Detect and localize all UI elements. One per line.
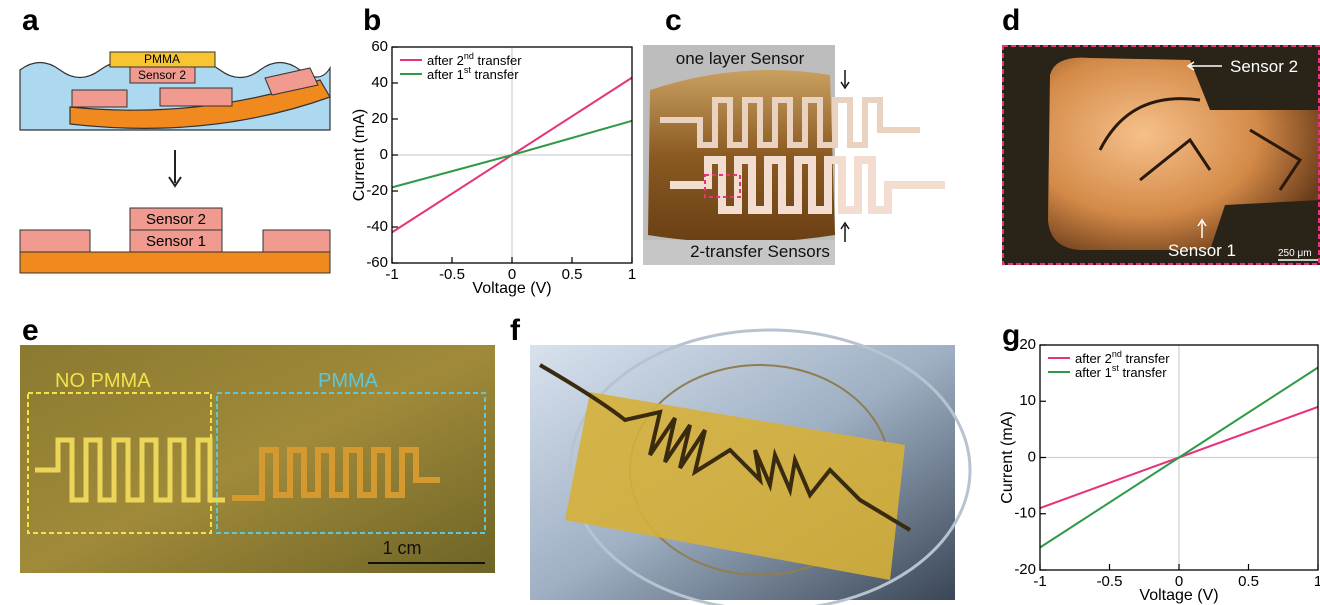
y-tick-label: -40 (366, 218, 388, 235)
panel-label: g (1002, 319, 1020, 352)
figure: PMMA Sensor 2 Sensor 2 Sensor 1 one laye… (0, 0, 1320, 605)
x-tick-label: -0.5 (1097, 573, 1123, 590)
x-axis-label: Voltage (V) (472, 280, 551, 297)
sensor-block (263, 230, 330, 252)
panel-label: a (22, 4, 39, 37)
substrate (20, 252, 330, 273)
sensor-block (72, 90, 127, 107)
sensor2-label: Sensor 2 (138, 68, 186, 82)
legend-label: after 1st transfer (1075, 363, 1167, 380)
y-tick-label: 20 (371, 110, 388, 127)
y-tick-label: -10 (1014, 505, 1036, 522)
panel-label: e (22, 314, 39, 347)
legend-label: after 1st transfer (427, 65, 519, 82)
y-tick-label: 40 (371, 74, 388, 91)
photo-f (530, 330, 970, 605)
x-tick-label: 0.5 (1238, 573, 1259, 590)
y-axis-label: Current (mA) (999, 411, 1016, 503)
x-tick-label: 0.5 (562, 266, 583, 283)
panel-label: c (665, 4, 682, 37)
photo-label: Sensor 2 (1230, 57, 1298, 76)
panel-label: d (1002, 4, 1020, 37)
x-tick-label: -1 (1033, 573, 1046, 590)
legend-label: after 2nd transfer (1075, 349, 1170, 366)
pmma-label: PMMA (144, 52, 180, 66)
y-tick-label: 60 (371, 38, 388, 55)
x-tick-label: -0.5 (439, 266, 465, 283)
photo-c: one layer Sensor 2-transfer Sensors (643, 45, 945, 265)
sensor-block (20, 230, 90, 252)
sensor-block (160, 88, 232, 106)
region-label: NO PMMA (55, 370, 151, 392)
y-tick-label: 20 (1019, 336, 1036, 353)
region-label: PMMA (318, 370, 379, 392)
y-axis-label: Current (mA) (351, 109, 368, 201)
x-tick-label: -1 (385, 266, 398, 283)
x-tick-label: 1 (1314, 573, 1320, 590)
photo-e: NO PMMA PMMA 1 cm (20, 345, 495, 573)
photo-label: 2-transfer Sensors (690, 242, 830, 261)
y-tick-label: 0 (1028, 448, 1036, 465)
x-axis-label: Voltage (V) (1139, 587, 1218, 604)
photo-label: one layer Sensor (676, 49, 805, 68)
y-tick-label: 0 (380, 146, 388, 163)
legend-label: after 2nd transfer (427, 51, 522, 68)
sensor1-label: Sensor 1 (146, 233, 206, 250)
sensor2-label: Sensor 2 (146, 211, 206, 228)
diagram-a: PMMA Sensor 2 Sensor 2 Sensor 1 (20, 52, 330, 273)
y-tick-label: -20 (366, 182, 388, 199)
panel-label: f (510, 314, 521, 347)
panel-label: b (363, 4, 381, 37)
x-tick-label: 1 (628, 266, 636, 283)
y-tick-label: 10 (1019, 392, 1036, 409)
page: PMMA Sensor 2 Sensor 2 Sensor 1 one laye… (0, 0, 1320, 605)
photo-d: Sensor 2 Sensor 1 250 μm (1002, 45, 1320, 265)
scale-label: 250 μm (1278, 248, 1312, 259)
photo-label: Sensor 1 (1168, 241, 1236, 260)
scale-label: 1 cm (382, 538, 421, 558)
